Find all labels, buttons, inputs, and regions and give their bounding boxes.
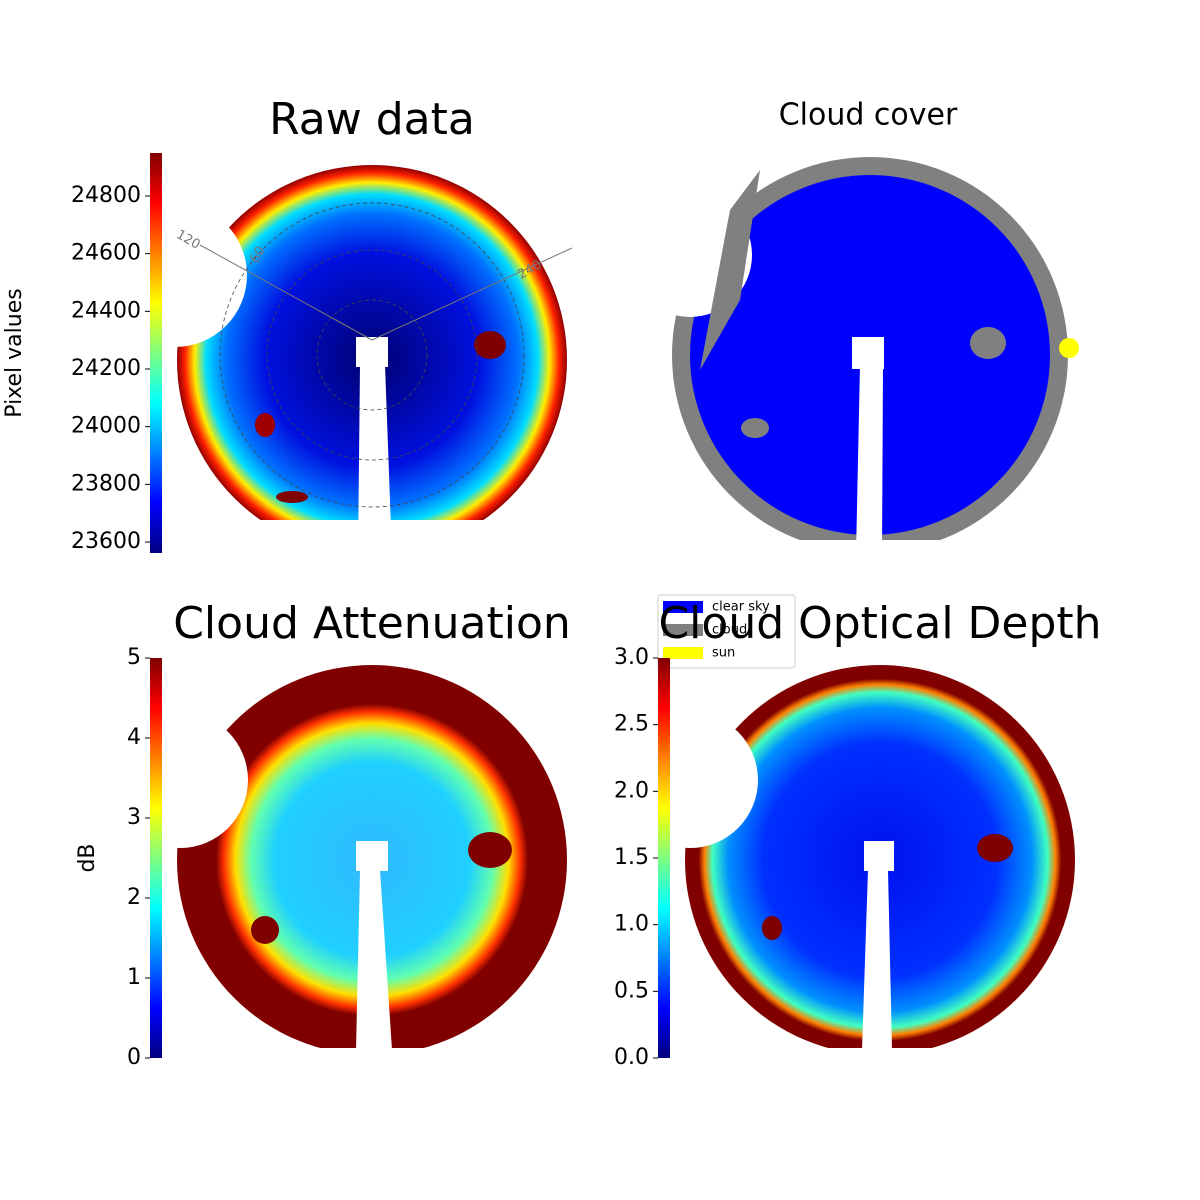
tick-label: 5 — [127, 645, 141, 670]
sun-marker — [1059, 338, 1079, 358]
tick-label: 2.5 — [614, 712, 649, 737]
tick-label: 3.0 — [614, 645, 649, 670]
tick-label: 4 — [127, 725, 141, 750]
legend-swatch — [663, 624, 703, 636]
legend-label: sun — [712, 646, 735, 661]
legend-label: clear sky — [712, 600, 770, 615]
colorbar — [150, 153, 162, 553]
tick-label: 24200 — [71, 356, 141, 381]
tick-label: 1.0 — [614, 912, 649, 937]
tick-label: 0 — [127, 1045, 141, 1070]
tick-label: 1.5 — [614, 845, 649, 870]
tick-label: 2 — [127, 885, 141, 910]
optical-depth-image — [622, 665, 1100, 1078]
cloud-mask-image — [628, 157, 1090, 580]
colorbar — [150, 658, 162, 1058]
attenuation-image — [112, 665, 590, 1078]
legend-label: cloud — [712, 623, 747, 638]
tick-label: 23800 — [71, 471, 141, 496]
tick-label: 0.0 — [614, 1045, 649, 1070]
tick-label: 23600 — [71, 529, 141, 554]
tick-label: 24800 — [71, 183, 141, 208]
tick-label: 24000 — [71, 414, 141, 439]
panel-title: Cloud cover — [779, 98, 958, 133]
tick-label: 24600 — [71, 241, 141, 266]
colorbar-label: dB — [75, 843, 100, 872]
colorbar — [658, 658, 670, 1058]
tick-label: 0.5 — [614, 978, 649, 1003]
panel-title: Cloud Attenuation — [173, 598, 571, 649]
polar-label: 60 — [247, 244, 268, 266]
tick-label: 2.0 — [614, 778, 649, 803]
legend-swatch — [663, 647, 703, 659]
tick-label: 24400 — [71, 298, 141, 323]
colorbar-label: Pixel values — [2, 288, 27, 417]
sky-image — [103, 165, 590, 560]
panel-title: Cloud Optical Depth — [658, 598, 1101, 649]
tick-label: 1 — [127, 965, 141, 990]
tick-label: 3 — [127, 805, 141, 830]
legend-swatch — [663, 601, 703, 613]
panel-title: Raw data — [269, 94, 475, 145]
